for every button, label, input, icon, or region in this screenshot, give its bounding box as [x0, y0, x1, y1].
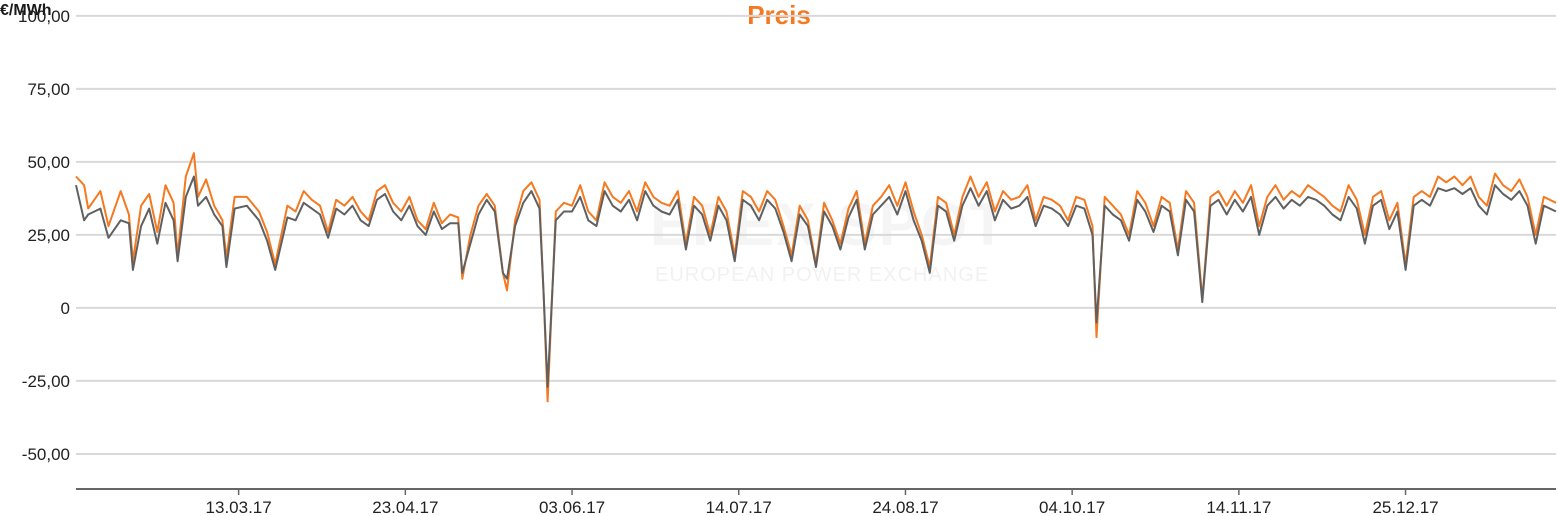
y-tick-label: 0 [61, 299, 70, 318]
x-tick-label: 03.06.17 [539, 498, 605, 516]
series-line-orange [75, 152, 1557, 403]
series-layer [75, 152, 1557, 403]
watermark-subtitle: EUROPEAN POWER EXCHANGE [655, 264, 990, 286]
y-tick-label: 50,00 [27, 153, 70, 172]
series-line-gray [75, 175, 1557, 388]
y-axis-unit-label: €/MWh [0, 2, 52, 19]
x-tick-label: 14.07.17 [706, 498, 772, 516]
x-axis: 13.03.17 23.04.17 03.06.17 14.07.17 24.08.17… [76, 488, 1556, 516]
y-tick-label: 75,00 [27, 80, 70, 99]
x-tick-label: 25.12.17 [1372, 498, 1438, 516]
y-tick-labels: -50,00 -25,00 0 25,00 50,00 75,00 100,00 [18, 7, 70, 464]
grid-layer [76, 14, 1556, 455]
x-tick-label: 04.10.17 [1039, 498, 1105, 516]
x-tick-label: 13.03.17 [206, 498, 272, 516]
y-tick-label: -25,00 [22, 372, 70, 391]
y-tick-label: 100,00 [18, 7, 70, 26]
x-tick-label: 23.04.17 [372, 498, 438, 516]
y-tick-label: -50,00 [22, 445, 70, 464]
x-tick-label: 24.08.17 [872, 498, 938, 516]
x-tick-label: 14.11.17 [1206, 498, 1271, 516]
y-tick-label: 25,00 [27, 226, 70, 245]
